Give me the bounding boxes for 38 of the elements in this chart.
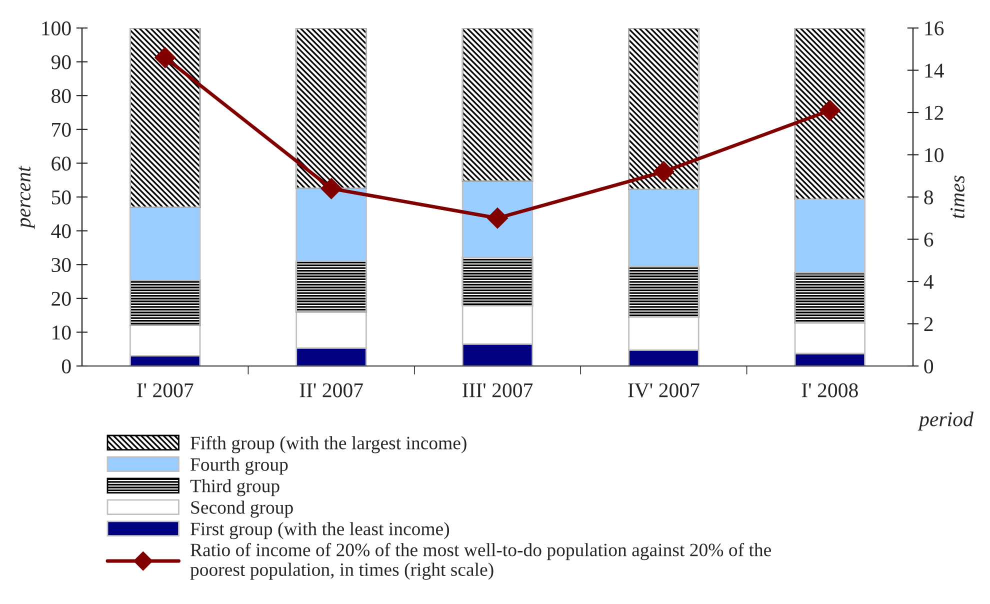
y2-axis-title: times bbox=[950, 176, 964, 218]
y-tick-label: 0 bbox=[62, 359, 71, 374]
y-tick-label: 10 bbox=[52, 326, 71, 340]
point bbox=[653, 161, 674, 182]
x-tick-label: III' 2007 bbox=[462, 383, 533, 398]
x-tick-label: IV' 2007 bbox=[628, 383, 700, 398]
point bbox=[819, 100, 840, 121]
y-tick-label: 60 bbox=[52, 156, 71, 171]
legend-label: Third group bbox=[190, 479, 280, 496]
point bbox=[154, 47, 176, 68]
y2-tick-label: 16 bbox=[925, 21, 944, 36]
x-tick-label: II' 2007 bbox=[300, 383, 363, 398]
x-tick-label: I' 2008 bbox=[802, 383, 858, 398]
y-tick-label: 40 bbox=[51, 224, 71, 238]
y-tick-label: 80 bbox=[52, 88, 71, 104]
y2-tick-label: 10 bbox=[925, 148, 944, 162]
x-axis-title: period bbox=[918, 412, 974, 431]
legend-label: Fifth group (with the largest income) bbox=[190, 436, 466, 454]
y2-tick-label: 8 bbox=[924, 190, 934, 204]
y2-tick-label: 6 bbox=[924, 232, 934, 247]
y2-tick-label: 12 bbox=[925, 106, 944, 120]
x-tick-label: I' 2007 bbox=[137, 383, 194, 398]
y-tick-label: 50 bbox=[52, 190, 71, 204]
y-tick-label: 90 bbox=[51, 55, 71, 70]
y-axis-title: percent bbox=[18, 166, 35, 230]
legend-label: Fourth group bbox=[190, 458, 288, 475]
legend-label: First group (with the least income) bbox=[190, 522, 450, 540]
y-tick-label: 100 bbox=[42, 21, 71, 36]
y-tick-label: 70 bbox=[52, 122, 71, 137]
y2-tick-label: 0 bbox=[924, 359, 934, 374]
y2-tick-label: 14 bbox=[925, 64, 944, 78]
y2-tick-label: 2 bbox=[924, 317, 933, 331]
point bbox=[320, 178, 342, 200]
legend-label: Ratio of income of 20% of the most well-to-do population against 20% of the poorest population, in times (right scale) bbox=[190, 542, 772, 580]
y-tick-label: 30 bbox=[52, 258, 71, 272]
y2-tick-label: 4 bbox=[924, 275, 934, 289]
y-tick-label: 20 bbox=[52, 292, 71, 306]
legend-label: Second group bbox=[191, 500, 293, 518]
